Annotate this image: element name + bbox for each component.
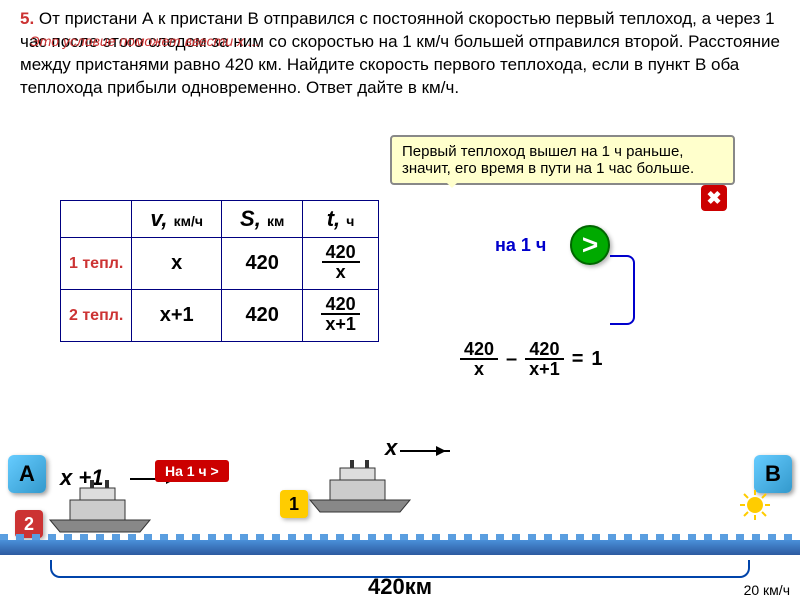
row1-label: 1 тепл. [61,238,132,290]
answer-text: 20 км/ч [744,582,790,598]
greater-than-badge: > [570,225,610,265]
water [0,540,800,555]
col-t: t, ч [303,201,379,238]
ship1-speed-label: x [385,435,397,461]
row2-v: x+1 [132,290,222,342]
problem-body: От пристани А к пристани В отправился с … [20,9,780,97]
marker-a: А [8,455,46,493]
sun-icon [740,490,770,520]
ship-number-1: 1 [280,490,308,518]
col-v: v, км/ч [132,201,222,238]
compare-label: на 1 ч [495,235,546,256]
close-icon[interactable]: ✖ [701,185,727,211]
ship-icon-2 [45,480,155,535]
arrow-1 [400,450,450,452]
equation: 420x – 420x+1 = 1 [460,340,603,378]
row1-v: x [132,238,222,290]
row2-s: 420 [222,290,303,342]
col-blank [61,201,132,238]
data-table: v, км/ч S, км t, ч 1 тепл. x 420 420x 2 … [60,200,379,342]
hint-text: Это условие поможет ввести х ... [30,32,260,51]
time-badge: На 1 ч > [155,460,229,482]
bracket-line [610,255,635,325]
ship-icon-1 [305,460,415,515]
row1-s: 420 [222,238,303,290]
problem-number: 5. [20,9,34,28]
row2-label: 2 тепл. [61,290,132,342]
tooltip-text: Первый теплоход вышел на 1 ч раньше, зна… [402,143,694,177]
explanation-tooltip: Первый теплоход вышел на 1 ч раньше, зна… [390,135,735,185]
row2-t: 420x+1 [303,290,379,342]
marker-b: В [754,455,792,493]
problem-text: 5. От пристани А к пристани В отправился… [0,0,800,104]
col-s: S, км [222,201,303,238]
row1-t: 420x [303,238,379,290]
distance-label: 420км [368,574,432,600]
